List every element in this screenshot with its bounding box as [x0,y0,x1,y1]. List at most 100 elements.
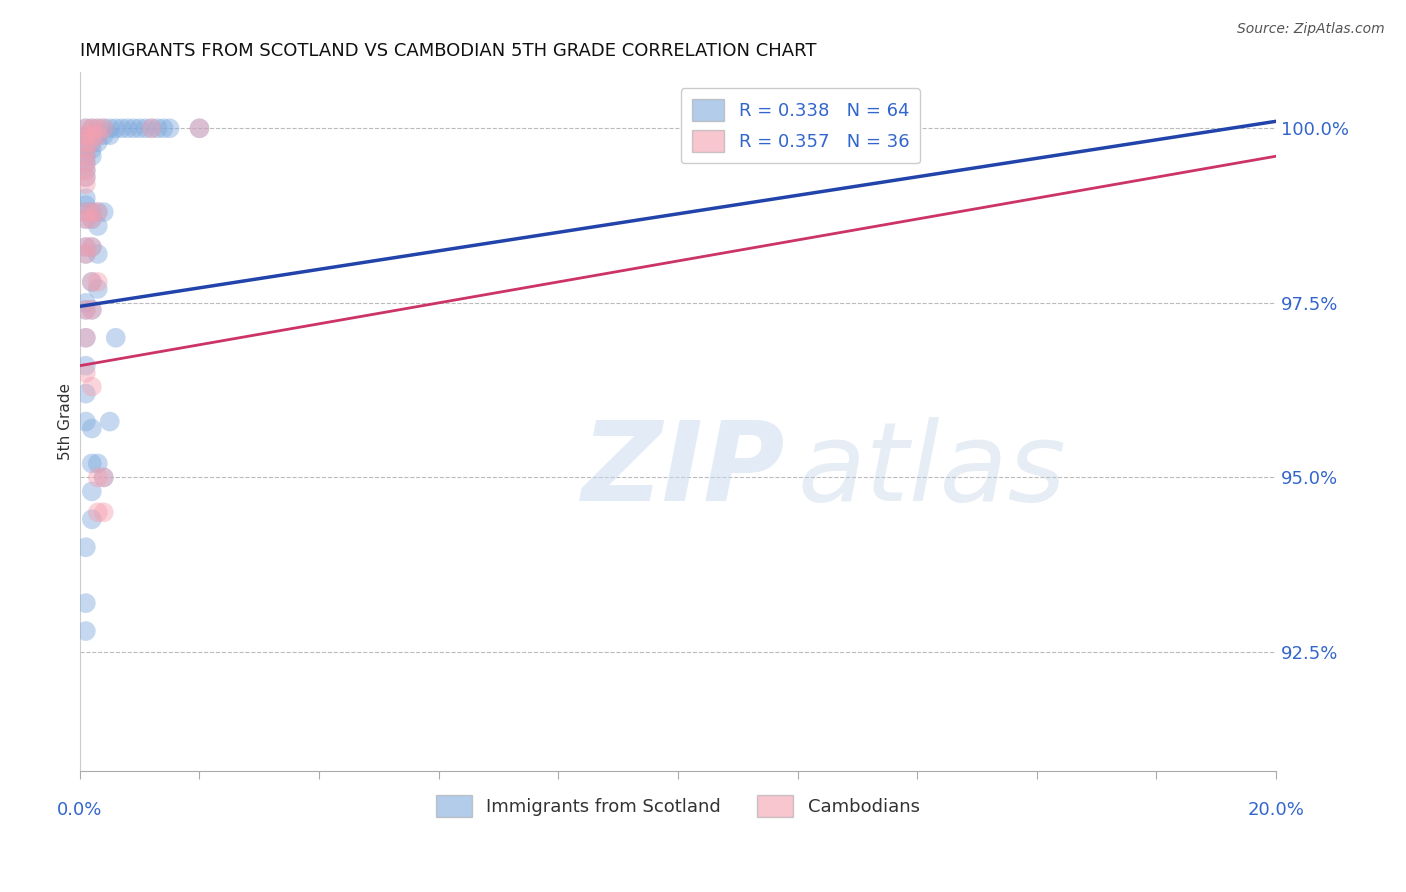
Point [75,191,97,205]
Point [87,128,110,143]
Point [75,624,97,638]
Point [188,121,211,136]
Point [75,366,97,380]
Point [75,212,97,227]
Point [75,156,97,170]
Point [75,149,97,163]
Point [93,128,115,143]
Point [80,275,103,289]
Point [75,135,97,149]
Point [104,121,127,136]
Point [188,121,211,136]
Point [87,128,110,143]
Point [75,205,97,219]
Point [93,470,115,484]
Point [111,121,134,136]
Point [80,135,103,149]
Point [75,212,97,227]
Point [87,121,110,136]
Point [75,240,97,254]
Text: 20.0%: 20.0% [1247,801,1305,819]
Point [75,128,97,143]
Point [75,128,97,143]
Point [80,484,103,499]
Text: 0.0%: 0.0% [58,801,103,819]
Point [75,121,97,136]
Point [75,415,97,429]
Legend: Immigrants from Scotland, Cambodians: Immigrants from Scotland, Cambodians [429,788,927,824]
Point [75,163,97,178]
Point [75,331,97,345]
Point [75,596,97,610]
Point [80,135,103,149]
Point [80,121,103,136]
Point [80,302,103,317]
Point [75,331,97,345]
Text: ZIP: ZIP [582,417,786,524]
Text: atlas: atlas [797,417,1066,524]
Point [75,359,97,373]
Point [75,247,97,261]
Point [98,121,121,136]
Point [75,386,97,401]
Point [80,149,103,163]
Point [141,121,163,136]
Point [80,457,103,471]
Point [75,247,97,261]
Point [80,302,103,317]
Point [80,240,103,254]
Point [75,149,97,163]
Point [80,121,103,136]
Point [75,170,97,185]
Point [117,121,139,136]
Point [75,135,97,149]
Point [75,142,97,156]
Point [80,128,103,143]
Point [80,512,103,526]
Point [93,505,115,519]
Point [80,275,103,289]
Point [75,121,97,136]
Point [146,121,169,136]
Point [80,240,103,254]
Point [80,212,103,227]
Point [87,247,110,261]
Point [75,205,97,219]
Point [87,470,110,484]
Point [80,142,103,156]
Y-axis label: 5th Grade: 5th Grade [58,383,73,460]
Point [75,170,97,185]
Point [93,470,115,484]
Text: IMMIGRANTS FROM SCOTLAND VS CAMBODIAN 5TH GRADE CORRELATION CHART: IMMIGRANTS FROM SCOTLAND VS CAMBODIAN 5T… [80,42,817,60]
Point [87,205,110,219]
Point [135,121,157,136]
Point [80,379,103,393]
Point [104,331,127,345]
Point [75,240,97,254]
Point [75,302,97,317]
Point [98,128,121,143]
Point [93,205,115,219]
Point [87,219,110,233]
Point [87,121,110,136]
Point [75,296,97,310]
Point [80,421,103,435]
Point [141,121,163,136]
Point [87,282,110,296]
Point [87,275,110,289]
Point [159,121,181,136]
Point [75,177,97,191]
Point [122,121,145,136]
Point [152,121,174,136]
Point [80,212,103,227]
Point [80,205,103,219]
Point [87,505,110,519]
Point [93,121,115,136]
Point [75,156,97,170]
Point [87,457,110,471]
Point [128,121,150,136]
Point [75,198,97,212]
Point [87,135,110,149]
Point [75,302,97,317]
Point [75,142,97,156]
